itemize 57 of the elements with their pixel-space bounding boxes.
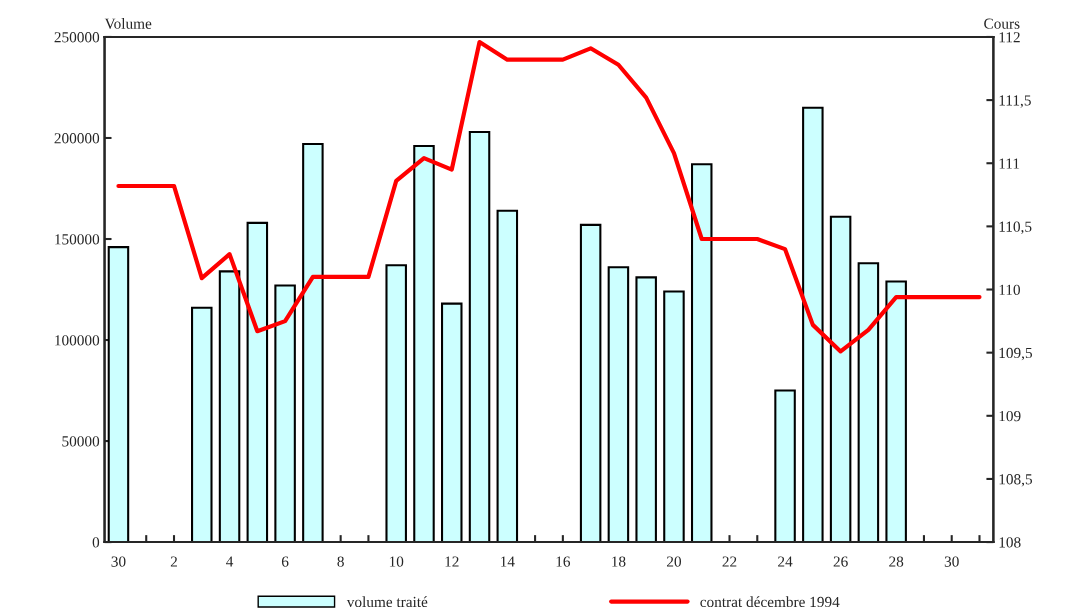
bar	[607, 266, 630, 543]
x-tick-label: 12	[445, 556, 459, 567]
y2-tick-label: 108,5	[999, 474, 1033, 487]
x-tick-label: 16	[556, 556, 571, 567]
y2-tick-label: 111	[999, 158, 1020, 169]
y-tick-label: 150000	[55, 234, 100, 245]
x-tick-label: 24	[778, 556, 793, 567]
bar	[829, 215, 852, 543]
y-tick-label: 0	[92, 537, 100, 548]
y-tick-label: 50000	[62, 436, 100, 447]
y2-tick-label: 112	[999, 32, 1020, 43]
y2-tick-label: 109	[999, 410, 1021, 422]
bar	[441, 302, 463, 543]
bar	[635, 276, 657, 543]
bar	[690, 163, 713, 543]
y2-tick-label: 109,5	[999, 347, 1033, 361]
bar	[663, 290, 685, 543]
x-tick-label: 22	[722, 556, 737, 567]
bar	[579, 223, 602, 543]
x-tick-label: 6	[281, 556, 289, 567]
y-tick-label: 250000	[54, 32, 100, 43]
bar	[302, 143, 324, 543]
bar	[107, 246, 130, 543]
x-tick-label: 8	[337, 556, 344, 567]
y2-tick-label: 110	[999, 284, 1020, 295]
bar	[802, 106, 824, 543]
x-tick-label: 28	[889, 556, 904, 567]
x-tick-label: 4	[226, 556, 234, 567]
legend-label: volume traité	[346, 596, 428, 608]
bar	[468, 130, 491, 543]
bar	[885, 280, 907, 543]
x-tick-label: 14	[501, 556, 515, 567]
x-tick-label: 30	[111, 556, 126, 567]
y2-tick-label: 111,5	[999, 95, 1031, 108]
y2-tick-label: 108	[999, 537, 1021, 548]
bar	[191, 306, 213, 543]
x-tick-label: 20	[666, 556, 682, 567]
bar	[774, 389, 796, 543]
y-tick-label: 100000	[55, 335, 100, 346]
x-tick-label: 26	[833, 556, 848, 567]
bar	[385, 264, 407, 543]
bar	[496, 209, 519, 543]
bar	[246, 221, 269, 543]
legend-label: contrat décembre 1994	[700, 596, 840, 608]
x-tick-label: 30	[944, 556, 959, 567]
y-axis-title: Volume	[104, 18, 152, 29]
bar	[413, 145, 435, 543]
y2-axis-title: Cours	[984, 18, 1020, 29]
bar	[274, 284, 296, 543]
y-tick-label: 200000	[54, 133, 100, 144]
y2-tick-label: 110,5	[999, 221, 1032, 235]
x-tick-label: 10	[389, 556, 404, 567]
x-tick-label: 18	[612, 556, 626, 567]
bar	[857, 262, 880, 543]
line-series	[116, 39, 982, 354]
x-tick-label: 2	[170, 556, 177, 567]
bar	[218, 270, 241, 543]
